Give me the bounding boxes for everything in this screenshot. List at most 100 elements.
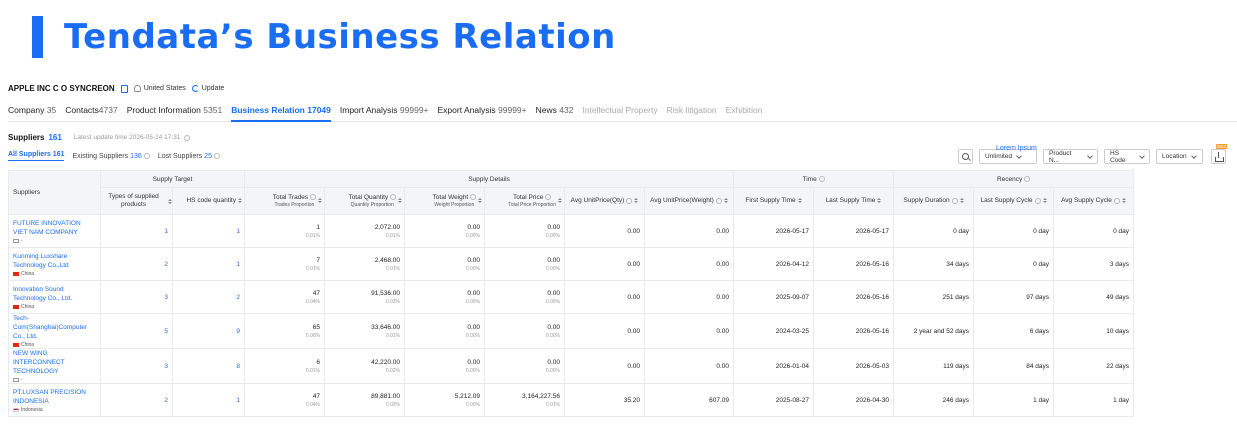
select-value: Location — [1162, 153, 1187, 160]
weight-proportion: 0.00% — [465, 232, 480, 239]
tab-import-analysis[interactable]: Import Analysis 99999+ — [340, 101, 429, 122]
tab-contacts[interactable]: Contacts4737 — [65, 101, 117, 122]
price-proportion: 0.00% — [545, 298, 560, 305]
trades-proportion: 0.01% — [305, 232, 320, 239]
table-row: Innovation Sound Technology Co., Ltd. Chi… — [8, 280, 1134, 314]
hs-cell[interactable]: 8 — [172, 348, 245, 384]
supplier-name-link[interactable]: Kunming Luxshare Technology Co.,Ltd — [13, 252, 69, 269]
tab-news[interactable]: News 432 — [536, 101, 574, 122]
supplier-cell[interactable]: Kunming Luxshare Technology Co.,Ltd China — [8, 247, 101, 281]
update-button[interactable]: Update — [191, 85, 224, 92]
supplier-cell[interactable]: FUTURE INNOVATION VIET NAM COMPANY - — [8, 214, 101, 248]
col-first-supply-time[interactable]: First Supply Time — [733, 187, 814, 215]
trades-proportion: 0.04% — [305, 298, 320, 305]
col-avg-supply-cycle[interactable]: Avg Supply Cycle — [1053, 187, 1134, 215]
hs-cell[interactable]: 1 — [172, 214, 245, 248]
col-hs-quantity[interactable]: HS code quantity — [172, 187, 245, 215]
supplier-cell[interactable]: Tech-Com(Shanghai)Computer Co., Ltd. Chin… — [8, 313, 101, 349]
tab-intellectual-property[interactable]: Intellectual Property — [582, 101, 657, 122]
tab-label: Business Relation — [231, 105, 305, 115]
info-icon — [390, 194, 396, 201]
supplier-country: Indonesia — [13, 407, 96, 413]
search-icon[interactable] — [958, 149, 973, 164]
subtab-all-suppliers[interactable]: All Suppliers 161 — [8, 151, 65, 161]
hs-code-select[interactable]: HS Code — [1104, 149, 1150, 164]
time-range-select[interactable]: Unlimited — [979, 149, 1037, 164]
types-cell[interactable]: 3 — [100, 348, 173, 384]
avg-unitprice-weight-cell: 0.00 — [644, 280, 734, 314]
hs-cell[interactable]: 1 — [172, 383, 245, 417]
avg-unitprice-qty-cell: 0.00 — [564, 247, 645, 281]
supplier-name-link[interactable]: PT.LUXSAN PRECISION INDONESIA — [13, 388, 86, 405]
types-cell[interactable]: 3 — [100, 280, 173, 314]
hs-cell[interactable]: 2 — [172, 280, 245, 314]
copy-icon[interactable] — [120, 84, 128, 93]
trades-cell: 1 0.01% — [244, 214, 325, 248]
tab-product-information[interactable]: Product Information 5351 — [127, 101, 222, 122]
col-last-supply-cycle[interactable]: Last Supply Cycle — [973, 187, 1054, 215]
info-icon — [951, 197, 958, 204]
tab-business-relation[interactable]: Business Relation 17049 — [231, 101, 331, 122]
col-avg-unitprice-weight[interactable]: Avg UnitPrice(Weight) — [644, 187, 734, 215]
price-cell: 0.00 0.00% — [484, 348, 565, 384]
tab-company[interactable]: Company 35 — [8, 101, 56, 122]
col-label: Last Supply Time — [825, 197, 876, 205]
col-types-supplied[interactable]: Types of supplied products — [100, 187, 173, 215]
table-row: Kunming Luxshare Technology Co.,Ltd China… — [8, 247, 1134, 281]
tab-label: Contacts — [65, 105, 99, 115]
supplier-name-link[interactable]: NEW WING INTERCONNECT TECHNOLOGY — [13, 350, 65, 375]
types-cell[interactable]: 2 — [100, 247, 173, 281]
price-cell: 0.00 0.00% — [484, 313, 565, 349]
supplier-name-link[interactable]: FUTURE INNOVATION VIET NAM COMPANY — [13, 219, 81, 236]
duration-cell: 2 year and 52 days — [893, 313, 974, 349]
supplier-country: - — [13, 377, 96, 383]
avg-unitprice-weight-cell: 0.00 — [644, 247, 734, 281]
subtab-label: All Suppliers — [8, 151, 51, 158]
col-total-trades[interactable]: Total Trades Trades Proportion — [244, 187, 325, 215]
weight-cell: 5,212.09 0.00% — [404, 383, 485, 417]
info-icon — [715, 197, 722, 204]
weight-cell: 0.00 0.00% — [404, 214, 485, 248]
col-total-price[interactable]: Total Price Total Price Proportion — [484, 187, 565, 215]
hero-accent-bar — [32, 16, 43, 58]
types-cell[interactable]: 1 — [100, 214, 173, 248]
col-total-quantity[interactable]: Total Quantity Quantity Proportion — [324, 187, 405, 215]
last-cycle-cell: 84 days — [973, 348, 1054, 384]
tab-export-analysis[interactable]: Export Analysis 99999+ — [438, 101, 527, 122]
col-total-weight[interactable]: Total Weight Weight Proportion — [404, 187, 485, 215]
tab-exhibition[interactable]: Exhibition — [726, 101, 763, 122]
col-supply-duration[interactable]: Supply Duration — [893, 187, 974, 215]
supplier-name-link[interactable]: Tech-Com(Shanghai)Computer Co., Ltd. — [13, 315, 88, 340]
suppliers-table: Suppliers Supply Target Supply Details T… — [8, 170, 1134, 417]
product-select[interactable]: Product N... — [1043, 149, 1098, 164]
hero-banner: Tendata’s Business Relation — [32, 16, 616, 58]
types-cell[interactable]: 2 — [100, 383, 173, 417]
types-cell[interactable]: 5 — [100, 313, 173, 349]
quantity-proportion: 0.03% — [385, 298, 400, 305]
col-avg-unitprice-qty[interactable]: Avg UnitPrice(Qty) — [564, 187, 645, 215]
info-icon — [818, 175, 825, 182]
supplier-cell[interactable]: NEW WING INTERCONNECT TECHNOLOGY - — [8, 348, 101, 384]
last-supply-cell: 2026-05-03 — [813, 348, 894, 384]
flag-icon — [13, 343, 19, 347]
subtab-existing-suppliers[interactable]: Existing Suppliers 136 — [72, 153, 150, 160]
supplier-cell[interactable]: PT.LUXSAN PRECISION INDONESIA Indonesia — [8, 383, 101, 417]
hs-cell[interactable]: 9 — [172, 313, 245, 349]
download-icon[interactable]: Beta — [1211, 144, 1227, 164]
subtab-lost-suppliers[interactable]: Lost Suppliers 25 — [158, 153, 220, 160]
col-sublabel: Trades Proportion — [274, 201, 315, 208]
location-select[interactable]: Location — [1156, 149, 1203, 164]
trades-value: 47 — [312, 289, 320, 297]
price-proportion: 0.01% — [545, 401, 560, 408]
supplier-name-link[interactable]: Innovation Sound Technology Co., Ltd. — [13, 285, 73, 302]
supplier-cell[interactable]: Innovation Sound Technology Co., Ltd. Chi… — [8, 280, 101, 314]
hs-cell[interactable]: 1 — [172, 247, 245, 281]
price-value: 0.00 — [547, 358, 560, 366]
trades-cell: 47 0.04% — [244, 280, 325, 314]
tab-risk-litigation[interactable]: Risk litigation — [667, 101, 717, 122]
company-country: United States — [133, 85, 186, 92]
duration-cell: 119 days — [893, 348, 974, 384]
col-last-supply-time[interactable]: Last Supply Time — [813, 187, 894, 215]
col-label: Total Weight — [432, 194, 469, 202]
price-cell: 0.00 0.00% — [484, 280, 565, 314]
